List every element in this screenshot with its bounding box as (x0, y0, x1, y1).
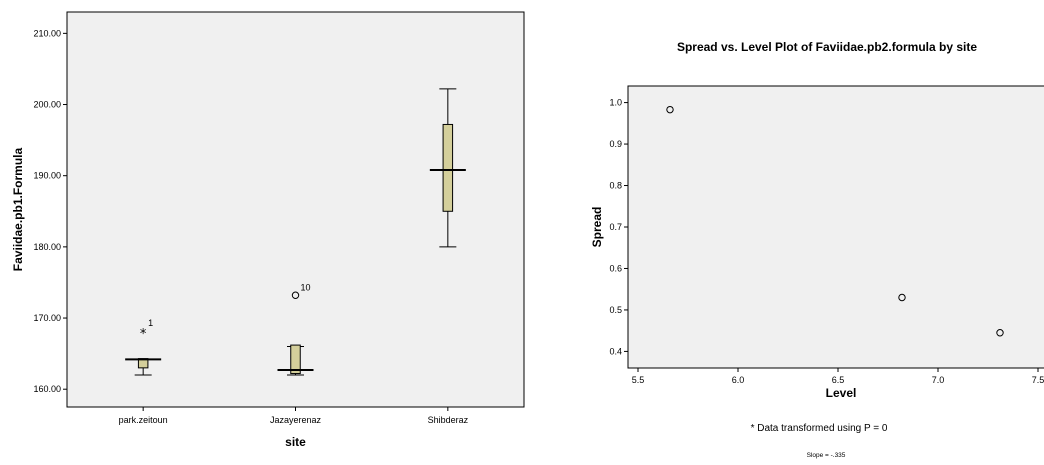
y-tick-label: 160.00 (33, 384, 61, 394)
y-tick-label: 170.00 (33, 313, 61, 323)
box-iqr (290, 344, 301, 375)
x-tick-label: 6.5 (832, 375, 845, 385)
box-group (125, 358, 162, 376)
y-tick-label: 0.7 (609, 222, 622, 232)
x-tick-label: 7.0 (932, 375, 945, 385)
x-tick-label: 5.5 (632, 375, 645, 385)
x-tick-label: park.zeitoun (119, 415, 168, 425)
boxplot-x-axis-title: site (285, 435, 306, 449)
box-iqr (442, 123, 454, 212)
outlier-circle (291, 291, 300, 299)
spread-level-y-ticks: 0.4 0.5 0.6 0.7 0.8 0.9 1.0 (609, 98, 628, 356)
y-tick-label: 0.6 (609, 263, 622, 273)
spread-level-plot-area (627, 85, 1044, 369)
y-tick-label: 0.5 (609, 305, 622, 315)
spread-level-chart: Spread vs. Level Plot of Faviidae.pb2.fo… (590, 40, 1044, 459)
data-point (898, 293, 906, 302)
x-tick-label: Jazayerenaz (270, 415, 322, 425)
spread-level-x-axis-title: Level (826, 386, 857, 400)
transform-footnote: * Data transformed using P = 0 (751, 423, 888, 434)
outlier-star: * (140, 327, 147, 342)
spread-level-x-ticks: 5.5 6.0 6.5 7.0 7.5 (632, 368, 1044, 385)
y-tick-label: 210.00 (33, 28, 61, 38)
slope-note: Slope = -.335 (807, 452, 846, 459)
outlier-label: 1 (148, 318, 153, 328)
y-tick-label: 0.8 (609, 181, 622, 191)
outlier-label: 10 (301, 282, 311, 292)
y-tick-label: 0.9 (609, 139, 622, 149)
spread-level-y-axis-title: Spread (590, 207, 604, 248)
spread-level-title: Spread vs. Level Plot of Faviidae.pb2.fo… (677, 40, 977, 54)
box-group (277, 344, 314, 376)
boxplot-x-ticks: park.zeitoun Jazayerenaz Shibderaz (119, 407, 469, 425)
y-tick-label: 190.00 (33, 171, 61, 181)
y-tick-label: 1.0 (609, 98, 622, 108)
x-tick-label: 6.0 (732, 375, 745, 385)
boxplot-boxes: *1 10 (125, 88, 466, 376)
data-point (666, 105, 674, 114)
y-tick-label: 200.00 (33, 100, 61, 110)
y-tick-label: 180.00 (33, 242, 61, 252)
boxplot-y-ticks: 160.00 170.00 180.00 190.00 200.00 210.00 (33, 28, 67, 394)
box-group (429, 88, 466, 248)
boxplot-y-axis-title: Faviidae.pb1.Formula (11, 147, 25, 271)
data-point (996, 329, 1004, 337)
y-tick-label: 0.4 (609, 346, 622, 356)
spread-level-points (666, 105, 1004, 337)
x-tick-label: 7.5 (1032, 375, 1044, 385)
x-tick-label: Shibderaz (428, 415, 469, 425)
boxplot-chart: 160.00 170.00 180.00 190.00 200.00 210.00 par… (11, 11, 525, 449)
